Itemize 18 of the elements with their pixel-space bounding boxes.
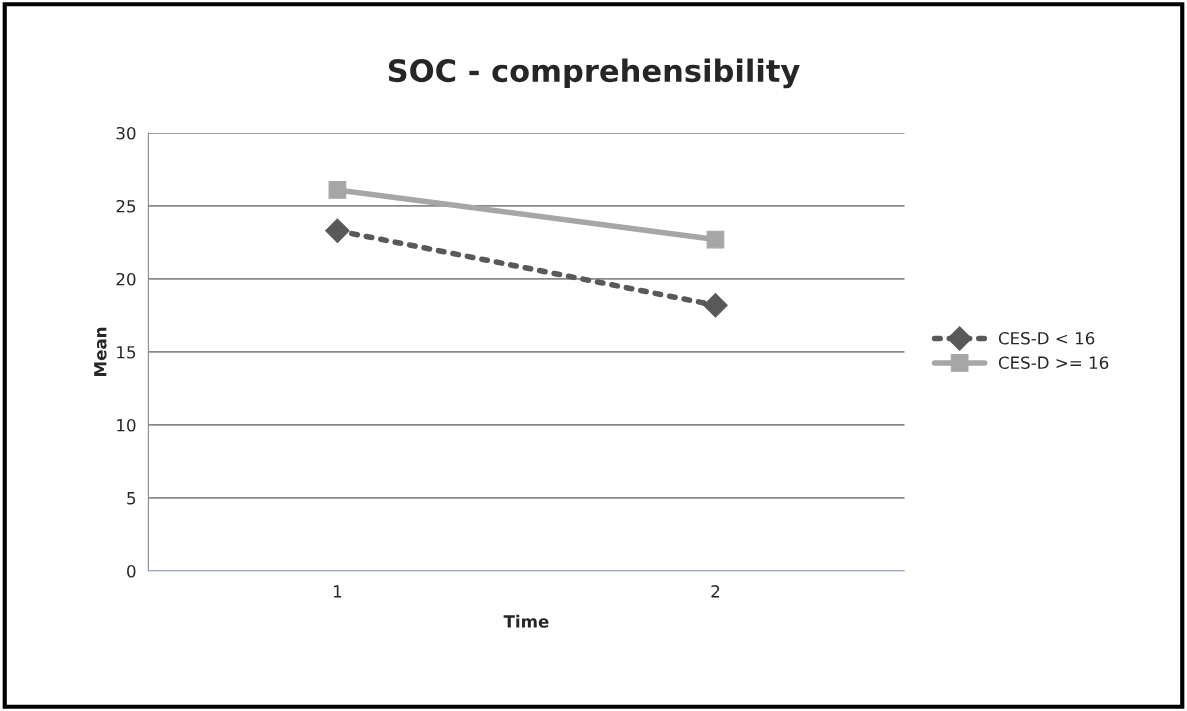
y-tick-label: 5 — [127, 492, 136, 505]
y-tick-label: 30 — [116, 126, 136, 140]
y-tick-label: 20 — [116, 272, 136, 286]
point — [703, 292, 728, 318]
y-tick-label: 25 — [116, 199, 136, 213]
chart-title: SOC - comprehensibility — [388, 58, 800, 89]
point — [325, 218, 350, 244]
y-axis-title: Mean — [94, 327, 107, 376]
x-tick-label: 2 — [711, 585, 720, 598]
y-tick-label: 0 — [127, 564, 136, 578]
y-tick-label: 10 — [117, 418, 136, 432]
legend-label: CES-D < 16 — [998, 331, 1095, 345]
legend-label: CES-D >= 16 — [998, 356, 1109, 370]
x-axis-title: Time — [503, 614, 549, 628]
point — [328, 181, 347, 199]
point — [706, 230, 725, 249]
x-tick-label: 1 — [333, 585, 342, 598]
y-tick-label: 15 — [117, 346, 136, 359]
